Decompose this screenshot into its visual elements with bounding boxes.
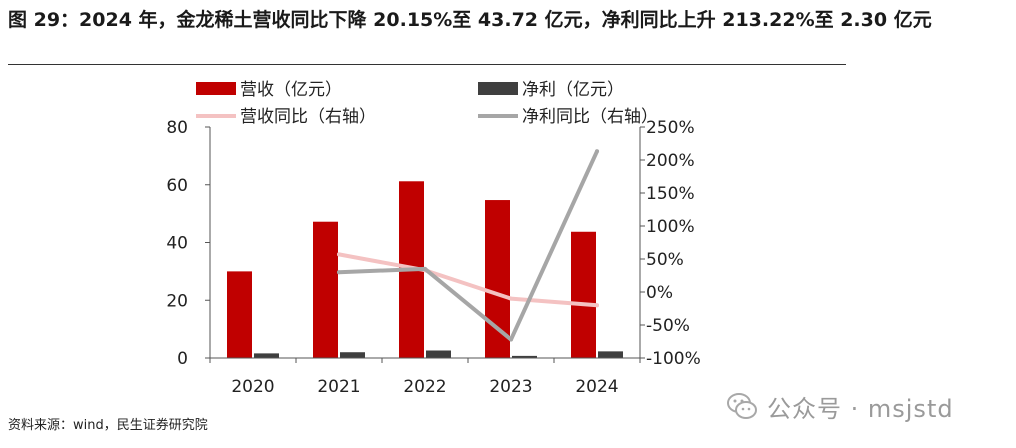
watermark-text: 公众号 · msjstd bbox=[767, 394, 954, 423]
legend-net-profit-yoy-label: 净利同比（右轴） bbox=[522, 107, 658, 127]
x-tick-label-2024: 2024 bbox=[575, 377, 618, 397]
bar-net-profit-2023 bbox=[512, 355, 537, 358]
y-right-tick-label: 100% bbox=[646, 217, 695, 237]
y-right-tick-label: 200% bbox=[646, 151, 695, 171]
x-tick-label-2023: 2023 bbox=[489, 377, 532, 397]
bar-revenue-2021 bbox=[313, 221, 338, 358]
legend-revenue-yoy-label: 营收同比（右轴） bbox=[240, 107, 376, 127]
point-net-profit-yoy-2024 bbox=[595, 149, 599, 154]
bar-net-profit-2021 bbox=[340, 352, 365, 358]
point-revenue-yoy-2024 bbox=[595, 303, 599, 308]
legend-net-profit-label: 净利（亿元） bbox=[522, 80, 624, 100]
watermark: 公众号 · msjstd bbox=[725, 388, 954, 424]
y-left-tick-label: 60 bbox=[166, 176, 188, 196]
y-left-tick-label: 80 bbox=[166, 118, 188, 138]
wechat-icon bbox=[727, 393, 757, 419]
y-right-tick-label: 0% bbox=[646, 283, 673, 303]
x-tick-label-2021: 2021 bbox=[317, 377, 360, 397]
x-tick-label-2022: 2022 bbox=[403, 377, 446, 397]
y-right-tick-label: 250% bbox=[646, 118, 695, 138]
x-tick-label-2020: 2020 bbox=[231, 377, 274, 397]
point-revenue-yoy-2021 bbox=[337, 252, 341, 257]
bar-net-profit-2022 bbox=[426, 350, 451, 358]
y-left-tick-label: 20 bbox=[166, 291, 188, 311]
point-revenue-yoy-2023 bbox=[509, 296, 513, 301]
chart-title: 图 29：2024 年，金龙稀土营收同比下降 20.15%至 43.72 亿元，… bbox=[8, 9, 932, 31]
y-left-tick-label: 40 bbox=[166, 234, 188, 254]
bar-revenue-2023 bbox=[485, 200, 510, 358]
point-net-profit-yoy-2022 bbox=[423, 266, 427, 271]
bar-net-profit-2024 bbox=[598, 351, 623, 358]
y-left-tick-label: 0 bbox=[177, 349, 188, 369]
bar-revenue-2024 bbox=[571, 231, 596, 358]
legend-revenue-swatch bbox=[196, 82, 236, 95]
legend-net-profit-swatch bbox=[478, 82, 518, 95]
y-right-tick-label: 50% bbox=[646, 250, 684, 270]
y-right-tick-label: 150% bbox=[646, 184, 695, 204]
line-net-profit-yoy bbox=[337, 149, 599, 342]
y-right-tick-label: -100% bbox=[646, 349, 701, 369]
bar-revenue-2020 bbox=[227, 271, 252, 358]
title-divider bbox=[8, 64, 846, 65]
bar-net-profit-2020 bbox=[254, 353, 279, 358]
line-revenue-yoy bbox=[337, 252, 599, 308]
y-right-tick-label: -50% bbox=[646, 316, 690, 336]
source-note: 资料来源：wind，民生证券研究院 bbox=[8, 418, 208, 433]
point-net-profit-yoy-2021 bbox=[337, 270, 341, 275]
legend-revenue-label: 营收（亿元） bbox=[240, 80, 342, 100]
point-net-profit-yoy-2023 bbox=[509, 337, 513, 342]
